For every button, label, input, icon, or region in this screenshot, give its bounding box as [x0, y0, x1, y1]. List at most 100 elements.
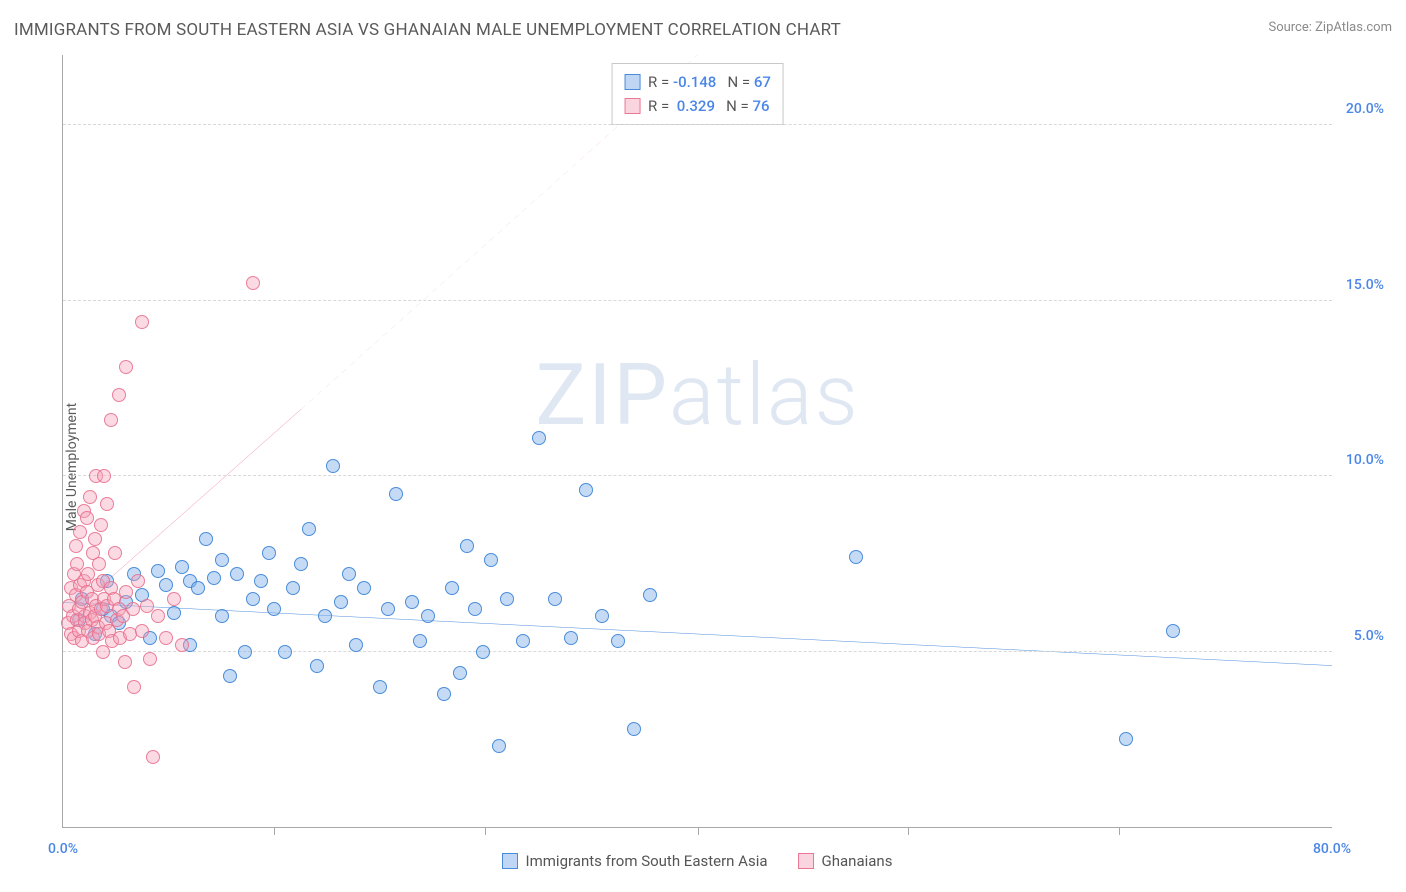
stat-n-value: 76 — [753, 97, 770, 115]
scatter-point — [215, 553, 229, 567]
scatter-point — [262, 546, 276, 560]
scatter-point — [159, 631, 173, 645]
scatter-point — [108, 546, 122, 560]
x-minor-tick — [274, 827, 275, 835]
x-minor-tick — [1119, 827, 1120, 835]
scatter-point — [246, 592, 260, 606]
scatter-point — [80, 511, 94, 525]
legend-item: Ghanaians — [798, 852, 893, 870]
scatter-point — [127, 680, 141, 694]
scatter-point — [135, 624, 149, 638]
scatter-point — [131, 574, 145, 588]
gridline-horizontal — [63, 124, 1332, 125]
scatter-point — [484, 553, 498, 567]
scatter-point — [223, 669, 237, 683]
scatter-point — [73, 525, 87, 539]
scatter-point — [112, 388, 126, 402]
scatter-point — [88, 532, 102, 546]
scatter-point — [143, 652, 157, 666]
y-tick-label: 5.0% — [1354, 628, 1384, 644]
legend-swatch-icon — [798, 853, 814, 869]
scatter-point — [373, 680, 387, 694]
gridline-horizontal — [63, 475, 1332, 476]
scatter-point — [294, 557, 308, 571]
stats-legend-row: R = -0.148 N = 67 — [624, 70, 771, 94]
scatter-point — [92, 557, 106, 571]
gridline-horizontal — [63, 300, 1332, 301]
scatter-point — [849, 550, 863, 564]
scatter-point — [334, 595, 348, 609]
scatter-point — [100, 497, 114, 511]
scatter-point — [564, 631, 578, 645]
scatter-point — [500, 592, 514, 606]
bottom-legend: Immigrants from South Eastern AsiaGhanai… — [62, 852, 1332, 870]
legend-label: Ghanaians — [822, 852, 893, 870]
scatter-point — [453, 666, 467, 680]
scatter-point — [83, 490, 97, 504]
watermark: ZIPatlas — [535, 345, 859, 445]
scatter-point — [548, 592, 562, 606]
stat-n-label: N = — [716, 73, 754, 91]
scatter-point — [460, 539, 474, 553]
scatter-point — [151, 564, 165, 578]
scatter-point — [238, 645, 252, 659]
stat-r-value: 0.329 — [673, 97, 715, 115]
scatter-point — [215, 609, 229, 623]
x-minor-tick — [485, 827, 486, 835]
scatter-point — [191, 581, 205, 595]
y-tick-label: 20.0% — [1346, 101, 1384, 117]
stats-legend-row: R = 0.329 N = 76 — [624, 94, 771, 118]
scatter-point — [278, 645, 292, 659]
scatter-point — [119, 360, 133, 374]
scatter-point — [357, 581, 371, 595]
scatter-point — [349, 638, 363, 652]
trendline — [63, 602, 1332, 665]
scatter-point — [492, 739, 506, 753]
legend-swatch-icon — [624, 74, 640, 90]
scatter-point — [151, 609, 165, 623]
scatter-point — [135, 315, 149, 329]
scatter-point — [207, 571, 221, 585]
scatter-point — [286, 581, 300, 595]
chart-header: IMMIGRANTS FROM SOUTH EASTERN ASIA VS GH… — [14, 20, 1392, 40]
scatter-point — [230, 567, 244, 581]
trendlines-svg — [63, 55, 1332, 827]
legend-swatch-icon — [502, 853, 518, 869]
scatter-point — [310, 659, 324, 673]
scatter-point — [318, 609, 332, 623]
scatter-point — [199, 532, 213, 546]
scatter-point — [381, 602, 395, 616]
scatter-point — [532, 431, 546, 445]
legend-swatch-icon — [624, 98, 640, 114]
scatter-point — [445, 581, 459, 595]
scatter-point — [254, 574, 268, 588]
scatter-point — [167, 606, 181, 620]
scatter-point — [413, 634, 427, 648]
scatter-point — [595, 609, 609, 623]
x-minor-tick — [908, 827, 909, 835]
scatter-point — [421, 609, 435, 623]
scatter-point — [389, 487, 403, 501]
plot-area: ZIPatlas R = -0.148 N = 67R = 0.329 N = … — [62, 55, 1332, 828]
source-label: Source: ZipAtlas.com — [1268, 20, 1392, 35]
scatter-point — [468, 602, 482, 616]
stats-legend-box: R = -0.148 N = 67R = 0.329 N = 76 — [611, 63, 784, 125]
scatter-point — [175, 638, 189, 652]
stat-n-label: N = — [715, 97, 753, 115]
scatter-point — [302, 522, 316, 536]
scatter-point — [405, 595, 419, 609]
scatter-point — [579, 483, 593, 497]
chart-title: IMMIGRANTS FROM SOUTH EASTERN ASIA VS GH… — [14, 20, 841, 40]
scatter-point — [342, 567, 356, 581]
scatter-point — [104, 413, 118, 427]
y-tick-label: 15.0% — [1346, 277, 1384, 293]
scatter-point — [69, 539, 83, 553]
stat-n-value: 67 — [754, 73, 771, 91]
scatter-point — [643, 588, 657, 602]
scatter-point — [267, 602, 281, 616]
scatter-point — [1119, 732, 1133, 746]
scatter-point — [516, 634, 530, 648]
scatter-point — [146, 750, 160, 764]
scatter-point — [119, 585, 133, 599]
scatter-point — [1166, 624, 1180, 638]
